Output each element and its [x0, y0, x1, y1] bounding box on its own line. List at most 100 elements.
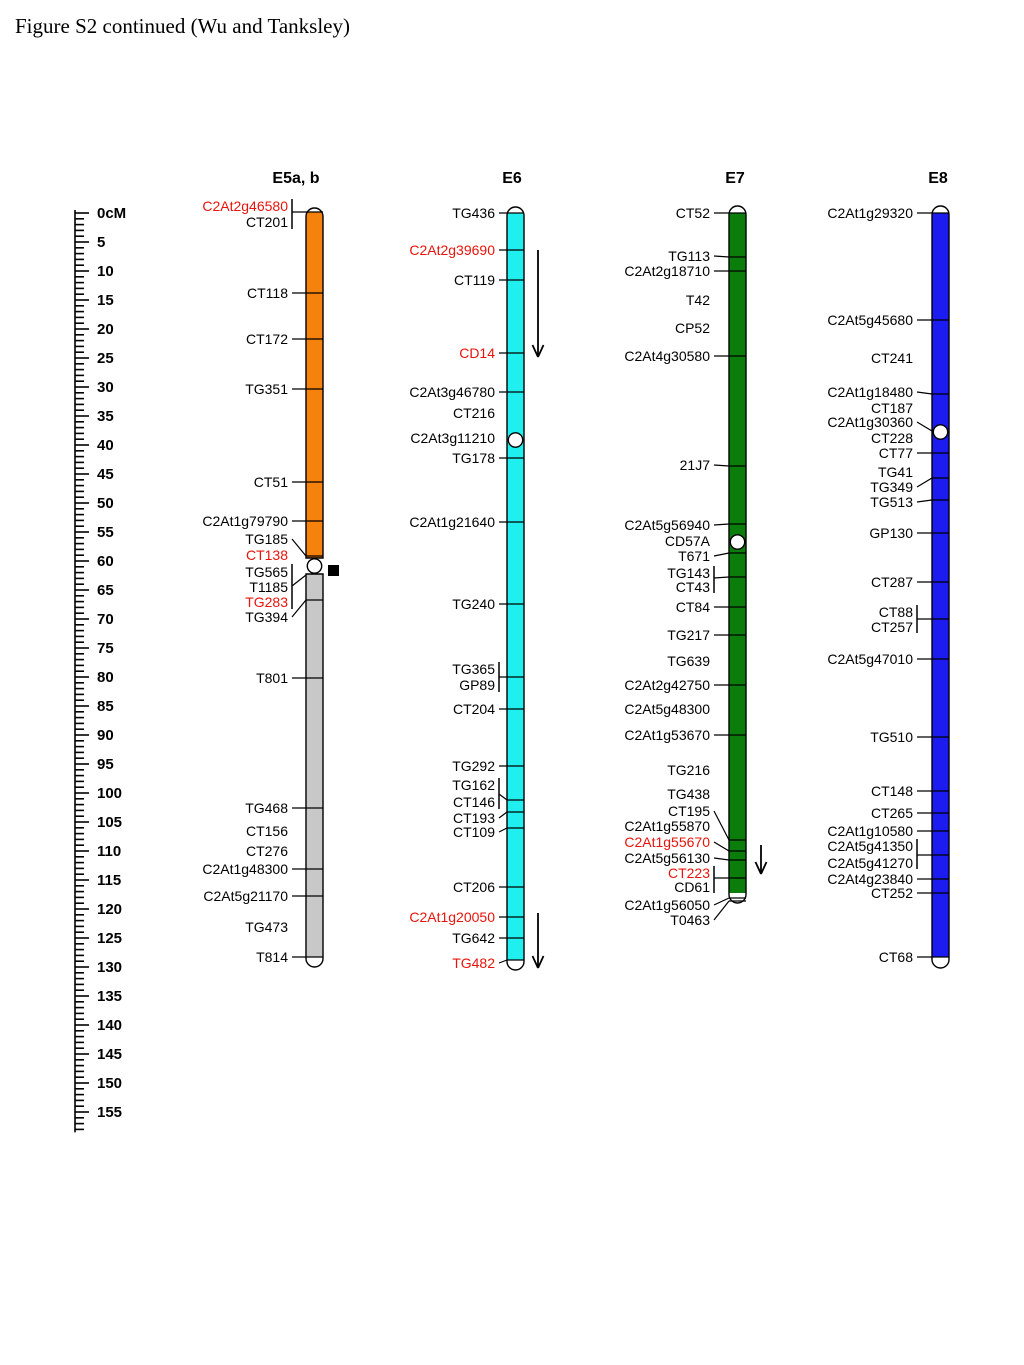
centromere-circle	[507, 432, 524, 448]
arrow-barb	[537, 344, 545, 358]
marker-label: TG565	[245, 564, 288, 580]
marker-label: TG473	[245, 919, 288, 935]
chromosome-bar-fill	[932, 213, 949, 957]
marker-label: 21J7	[680, 457, 711, 473]
marker-label: T671	[678, 548, 710, 564]
ruler-tick-label: 0cM	[97, 205, 126, 222]
marker-label: CT68	[879, 949, 913, 965]
marker-label: TG178	[452, 450, 495, 466]
marker-label: CD14	[459, 345, 495, 361]
chromosome-e7	[713, 205, 768, 921]
marker-label: C2At2g46580	[202, 198, 288, 214]
ruler-tick-label: 15	[97, 292, 114, 309]
marker-leader	[713, 576, 730, 579]
marker-label: C2At5g48300	[624, 701, 710, 717]
ruler-tick-label: 70	[97, 611, 114, 628]
marker-label: CT201	[246, 214, 288, 230]
marker-label: CT109	[453, 824, 495, 840]
marker-leader	[291, 599, 307, 618]
marker-label: C2At1g21640	[409, 514, 495, 530]
marker-label: C2At1g55870	[624, 818, 710, 834]
marker-label: CT257	[871, 619, 913, 635]
ruler-tick-label: 55	[97, 524, 114, 541]
arrow-down-icon	[531, 913, 545, 969]
ruler-tick-label: 60	[97, 553, 114, 570]
marker-label: CT77	[879, 445, 913, 461]
marker-label: CT216	[453, 405, 495, 421]
chromosome-bar-fill	[306, 212, 323, 558]
chromosome-header: E8	[928, 170, 948, 187]
marker-label: C2At1g79790	[202, 513, 288, 529]
marker-label: TG240	[452, 596, 495, 612]
marker-label: CT195	[668, 803, 710, 819]
ruler-tick-label: 150	[97, 1075, 122, 1092]
marker-label: T814	[256, 949, 288, 965]
chromosome-header: E7	[725, 170, 745, 187]
arrow-down-icon	[754, 845, 768, 875]
marker-label: CT84	[676, 599, 710, 615]
marker-label: TG292	[452, 758, 495, 774]
marker-label: C2At4g30580	[624, 348, 710, 364]
marker-label: CT118	[247, 285, 288, 301]
chromosome-bar-outline	[305, 573, 324, 968]
marker-label: CT223	[668, 865, 710, 881]
ruler-tick-label: 100	[97, 785, 122, 802]
marker-label: T801	[256, 670, 288, 686]
marker-label: CD61	[674, 879, 710, 895]
marker-leader	[498, 959, 508, 964]
chromosome-e6	[498, 206, 545, 971]
arrow-barb	[760, 861, 768, 875]
chromosome-bar-outline	[728, 205, 747, 904]
marker-label: C2At2g42750	[624, 677, 710, 693]
ruler-tick-label: 135	[97, 988, 122, 1005]
marker-label: C2At1g10580	[827, 823, 913, 839]
chromosome-bar-outline	[931, 205, 950, 969]
marker-label: C2At5g41270	[827, 855, 913, 871]
chromosome-e5ab	[291, 199, 339, 968]
marker-label: TG394	[245, 609, 288, 625]
ruler-tick-label: 25	[97, 350, 114, 367]
marker-leader	[713, 464, 730, 467]
marker-label: CT187	[871, 400, 913, 416]
marker-label: TG349	[870, 479, 913, 495]
marker-label: TG642	[452, 930, 495, 946]
ruler-tick-label: 155	[97, 1104, 122, 1121]
marker-label: CT156	[246, 823, 288, 839]
black-square-marker	[328, 565, 339, 576]
marker-leader	[498, 811, 508, 819]
marker-label: C2At4g23840	[827, 871, 913, 887]
marker-label: C2At1g18480	[827, 384, 913, 400]
marker-leader	[291, 574, 307, 587]
marker-label: TG510	[870, 729, 913, 745]
ruler-tick-label: 115	[97, 872, 121, 889]
marker-leader	[713, 841, 730, 852]
arrow-barb	[537, 955, 545, 969]
marker-label: C2At3g11210	[410, 430, 495, 446]
marker-leader	[916, 499, 933, 503]
marker-label: CT138	[246, 547, 288, 563]
marker-label: CT51	[254, 474, 288, 490]
marker-label: CT146	[453, 794, 495, 810]
marker-label: C2At1g56050	[624, 897, 710, 913]
marker-label: TG639	[667, 653, 710, 669]
ruler-tick-label: 20	[97, 321, 114, 338]
ruler-tick-label: 85	[97, 698, 114, 715]
ruler-tick-label: 80	[97, 669, 114, 686]
marker-label: C2At1g30360	[827, 414, 913, 430]
arrow-barb	[531, 955, 539, 969]
marker-leader	[713, 523, 730, 526]
marker-label: TG143	[667, 565, 710, 581]
ruler-tick-label: 90	[97, 727, 114, 744]
marker-label: TG162	[452, 777, 495, 793]
ruler-tick-label: 105	[97, 814, 122, 831]
marker-label: TG436	[452, 205, 495, 221]
marker-leader	[916, 477, 933, 488]
marker-label: CD57A	[665, 533, 711, 549]
marker-label: C2At5g21170	[203, 888, 288, 904]
marker-label: CT204	[453, 701, 495, 717]
chromosome-bar-fill	[507, 213, 524, 960]
ruler-tick-label: 130	[97, 959, 122, 976]
marker-leader	[713, 255, 730, 258]
